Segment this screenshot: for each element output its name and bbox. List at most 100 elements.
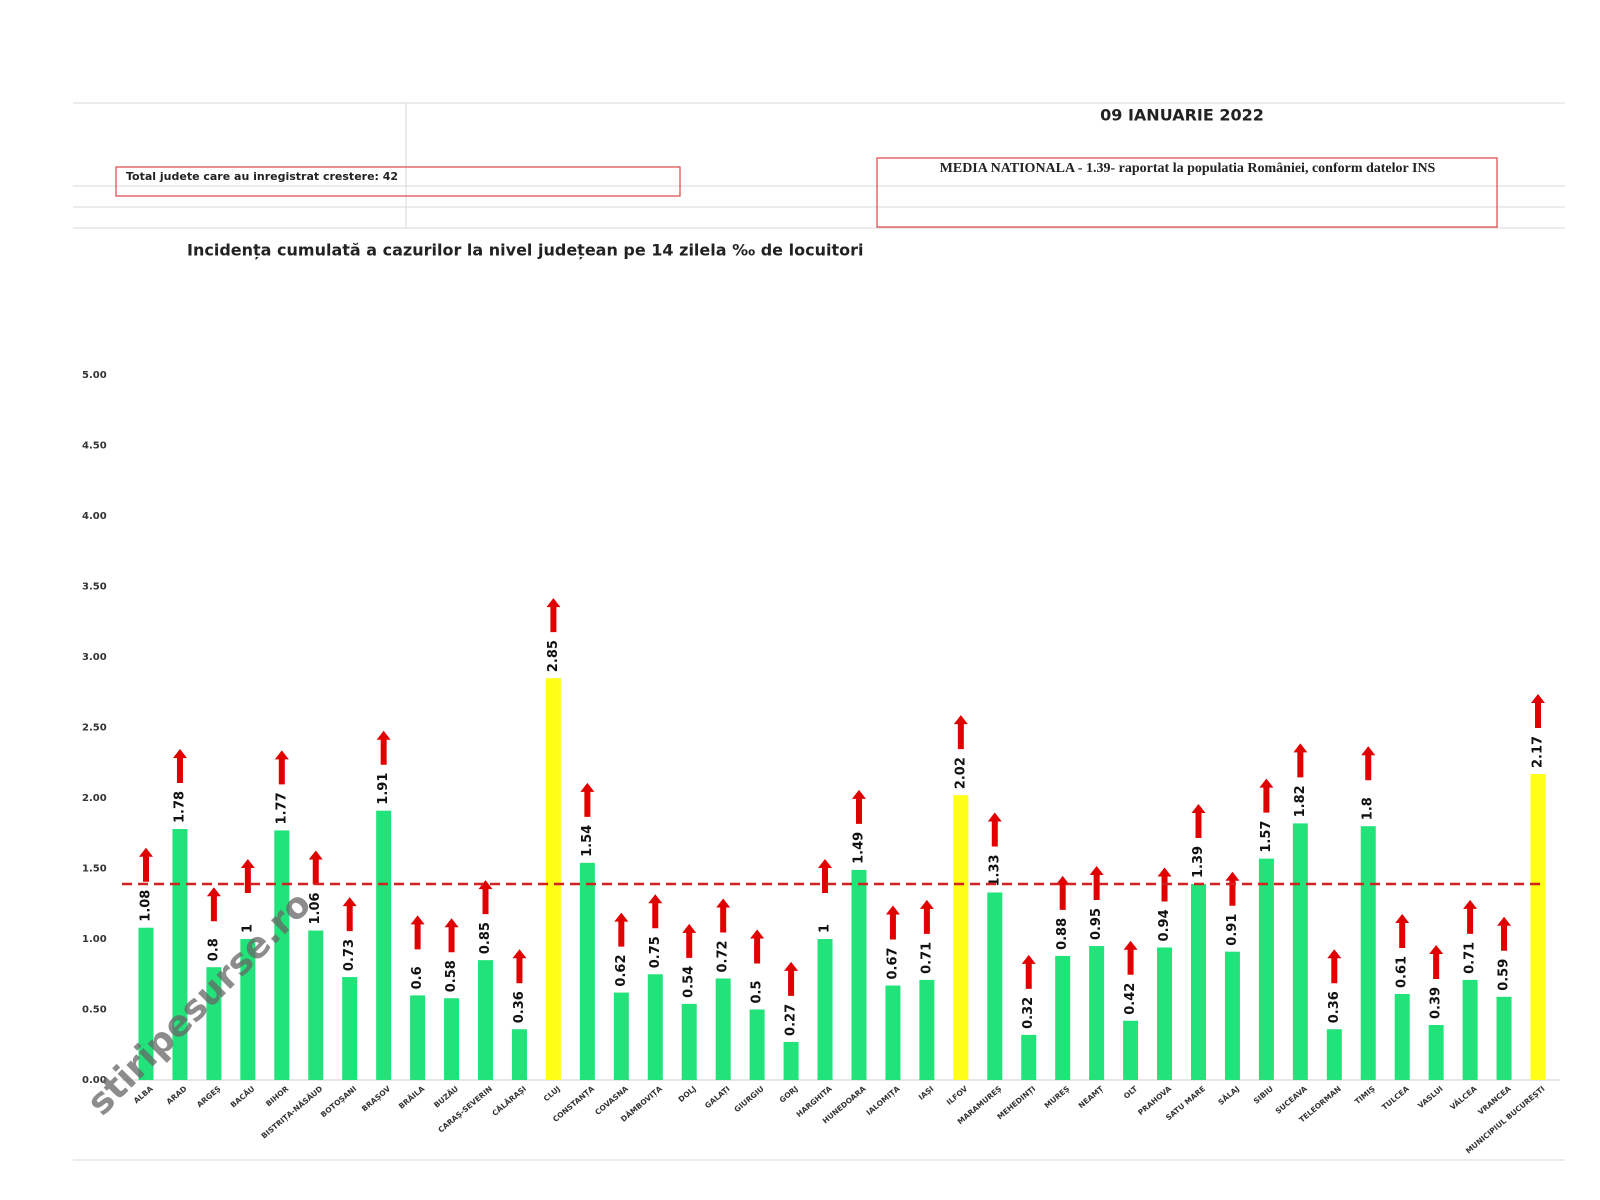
bar [1326, 1029, 1342, 1080]
average-note: MEDIA NATIONALA - 1.39- raportat la popu… [939, 161, 1436, 176]
x-tick-label: OLT [1122, 1084, 1140, 1101]
value-label: 1.78 [172, 791, 187, 823]
value-label: 1.57 [1259, 821, 1274, 853]
x-tick-label: CĂLĂRAȘI [490, 1084, 528, 1118]
y-tick-label: 4.50 [82, 441, 107, 452]
bar [1021, 1034, 1037, 1080]
value-label: 2.17 [1531, 736, 1546, 768]
bar [681, 1003, 697, 1080]
trend-arrow [478, 880, 493, 915]
value-label: 0.58 [444, 960, 459, 992]
trend-arrow [885, 905, 900, 940]
trend-arrow [1327, 949, 1342, 984]
trend-arrow [784, 961, 799, 996]
x-tick-label: BISTRIȚA-NĂSĂUD [260, 1084, 325, 1141]
bar [376, 810, 392, 1080]
x-tick-label: SIBIU [1252, 1084, 1275, 1106]
bar [1292, 823, 1308, 1080]
value-label: 1.82 [1293, 785, 1308, 817]
value-label: 0.71 [919, 942, 934, 974]
trend-arrow [818, 859, 833, 893]
bar [138, 927, 154, 1080]
bar [1258, 858, 1274, 1080]
y-tick-label: 4.00 [82, 511, 107, 522]
x-tick-label: BOTOȘANI [319, 1084, 359, 1119]
value-label: 0.73 [342, 939, 357, 971]
value-label: 0.6 [410, 966, 425, 989]
x-tick-label: DOLJ [677, 1084, 698, 1104]
trend-arrow [308, 850, 323, 885]
x-tick-label: VASLUI [1416, 1084, 1445, 1110]
x-tick-label: ARAD [165, 1084, 189, 1106]
bar [240, 939, 256, 1080]
x-tick-label: NEAMȚ [1077, 1084, 1107, 1111]
value-label: 0.59 [1497, 959, 1512, 991]
average-note-wrap: MEDIA NATIONALA - 1.39- raportat la popu… [939, 161, 1436, 176]
average-box [876, 157, 1498, 228]
x-tick-label: SĂLAJ [1216, 1084, 1241, 1107]
trend-arrow [376, 730, 391, 765]
bar [919, 979, 935, 1080]
date: 09 IANUARIE 2022 [1100, 106, 1264, 125]
bar [478, 960, 494, 1080]
trend-arrow [546, 598, 561, 633]
trend-arrow [444, 918, 459, 953]
y-tick-label: 5.00 [82, 370, 107, 381]
value-label: 1 [818, 924, 833, 933]
x-tick-label: ARGEȘ [195, 1084, 222, 1109]
trend-arrow [172, 749, 187, 784]
trend-arrow [614, 912, 629, 947]
value-label: 1.39 [1191, 846, 1206, 878]
x-tick-label: GORJ [778, 1084, 800, 1105]
trend-arrow [1531, 694, 1545, 729]
value-label: 0.8 [206, 938, 221, 961]
trend-arrow [648, 894, 663, 929]
y-tick-label: 1.00 [82, 934, 107, 945]
bar [817, 939, 833, 1080]
bar [1089, 946, 1105, 1080]
value-label: 0.72 [716, 940, 731, 972]
value-label: 2.02 [953, 757, 968, 789]
trend-arrow [512, 949, 527, 984]
trend-arrow [1293, 743, 1308, 778]
x-tick-label: MUREȘ [1043, 1084, 1072, 1110]
bar [1190, 884, 1206, 1080]
trend-arrow [1055, 875, 1070, 910]
trend-arrow [987, 812, 1002, 847]
value-label: 0.62 [614, 955, 629, 987]
value-label: 0.75 [648, 936, 663, 968]
bar [851, 869, 867, 1080]
x-tick-label: IAȘI [917, 1084, 936, 1102]
bar [579, 862, 595, 1080]
bar [953, 795, 969, 1080]
bar [647, 974, 663, 1080]
bar [511, 1029, 527, 1080]
trend-arrow [1225, 871, 1240, 906]
trend-arrow [851, 789, 866, 824]
trend-arrow [1395, 913, 1410, 948]
value-label: 0.67 [885, 947, 900, 979]
x-tick-label: BIHOR [264, 1084, 291, 1108]
value-label: 0.95 [1089, 908, 1104, 940]
y-tick-label: 0.50 [82, 1005, 107, 1016]
x-tick-label: BRĂILA [397, 1084, 426, 1111]
trend-arrow [716, 898, 731, 933]
trend-arrow [580, 782, 595, 817]
x-tick-label: ILFOV [945, 1084, 970, 1107]
trend-arrow [919, 899, 934, 934]
bar [1496, 996, 1512, 1080]
trend-arrow [240, 859, 255, 893]
value-label: 2.85 [546, 640, 561, 672]
trend-arrow [1259, 778, 1274, 813]
bar [885, 985, 901, 1080]
bar [1462, 979, 1478, 1080]
y-tick-label: 3.00 [82, 652, 107, 663]
value-label: 1.77 [274, 792, 289, 824]
y-tick-label: 2.00 [82, 793, 107, 804]
trend-arrow [1361, 746, 1376, 781]
trend-arrow [953, 715, 968, 750]
trend-arrow [410, 915, 425, 950]
bar [613, 992, 629, 1080]
bar [410, 995, 426, 1080]
value-label: 1.54 [580, 825, 595, 857]
